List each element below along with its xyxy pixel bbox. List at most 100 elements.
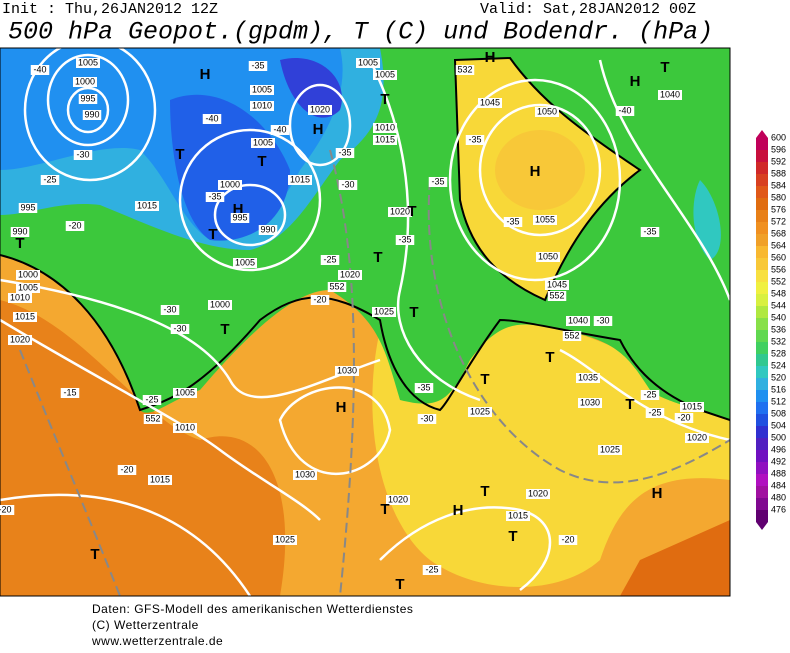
isoline-label: -15	[63, 387, 76, 397]
label-bg	[536, 252, 560, 262]
colorbar-swatch	[756, 486, 768, 498]
label-bg	[685, 433, 709, 443]
colorbar-label: 600	[771, 132, 786, 142]
isoline-label: -35	[251, 60, 264, 70]
pressure-center: T	[90, 546, 99, 563]
colorbar-swatch	[756, 366, 768, 378]
colorbar-label: 568	[771, 228, 786, 238]
valid-time: Valid: Sat,28JAN2012 00Z	[480, 1, 696, 18]
pressure-center: T	[208, 226, 217, 243]
isoline-label: 1010	[375, 122, 395, 132]
colorbar-label: 572	[771, 216, 786, 226]
label-bg	[208, 300, 232, 310]
isoline-label: 995	[20, 202, 35, 212]
colorbar-label: 508	[771, 408, 786, 418]
isoline-label: 552	[549, 290, 564, 300]
isoline-label: -25	[145, 394, 158, 404]
colorbar-swatch	[756, 210, 768, 222]
colorbar-swatch	[756, 282, 768, 294]
isoline-label: -20	[313, 294, 326, 304]
label-bg	[422, 565, 442, 575]
isoline-label: 552	[564, 330, 579, 340]
label-bg	[148, 475, 172, 485]
label-bg	[526, 489, 550, 499]
isoline-label: -35	[506, 216, 519, 226]
label-bg	[338, 180, 358, 190]
pressure-center: H	[652, 485, 663, 502]
pressure-center: H	[313, 121, 324, 138]
label-bg	[320, 255, 340, 265]
isoline-label: -20	[677, 412, 690, 422]
colorbar-label: 540	[771, 312, 786, 322]
isoline-label: 990	[84, 109, 99, 119]
colorbar-label: 528	[771, 348, 786, 358]
isoline-label: -25	[643, 389, 656, 399]
label-bg	[338, 270, 362, 280]
colorbar-swatch	[756, 174, 768, 186]
label-bg	[455, 65, 475, 75]
isoline-label: -20	[561, 534, 574, 544]
pressure-center: H	[200, 66, 211, 83]
isoline-label: 1020	[687, 432, 707, 442]
isoline-label: 1045	[480, 97, 500, 107]
label-bg	[218, 180, 242, 190]
colorbar-swatch	[756, 270, 768, 282]
isoline-label: 532	[457, 64, 472, 74]
colorbar-label: 584	[771, 180, 786, 190]
footer-line: www.wetterzentrale.de	[91, 634, 223, 648]
isoline-label: 1040	[568, 315, 588, 325]
isoline-label: 1030	[580, 397, 600, 407]
isoline-label: 1030	[295, 469, 315, 479]
label-bg	[288, 175, 312, 185]
colorbar-swatch	[756, 150, 768, 162]
colorbar-swatch	[756, 378, 768, 390]
label-bg	[258, 225, 278, 235]
isoline-label: -30	[420, 413, 433, 423]
pressure-center: T	[373, 249, 382, 266]
isoline-label: -35	[398, 234, 411, 244]
label-bg	[173, 423, 197, 433]
isoline-label: -20	[68, 220, 81, 230]
colorbar-label: 516	[771, 384, 786, 394]
label-bg	[428, 177, 448, 187]
label-bg	[13, 312, 37, 322]
colorbar-swatch	[756, 342, 768, 354]
isoline-label: 995	[80, 93, 95, 103]
label-bg	[251, 138, 275, 148]
isoline-label: 1020	[528, 488, 548, 498]
pressure-center: H	[233, 201, 244, 218]
label-bg	[117, 465, 137, 475]
colorbar-swatch	[756, 294, 768, 306]
isoline-label: 1015	[290, 174, 310, 184]
label-bg	[465, 135, 485, 145]
isobars	[0, 48, 730, 596]
isoline-label: -25	[43, 174, 56, 184]
colorbar-label: 544	[771, 300, 786, 310]
pressure-center: T	[407, 203, 416, 220]
colorbar-label: 588	[771, 168, 786, 178]
colorbar-swatch	[756, 330, 768, 342]
colorbar-label: 504	[771, 420, 786, 430]
label-bg	[566, 316, 590, 326]
isoline-label: 552	[145, 413, 160, 423]
label-bg	[8, 335, 32, 345]
label-bg	[395, 235, 415, 245]
label-bg	[640, 227, 660, 237]
isoline-label: -40	[273, 124, 286, 134]
isoline-label: -20	[120, 464, 133, 474]
colorbar-label: 532	[771, 336, 786, 346]
label-bg	[545, 280, 569, 290]
label-bg	[273, 535, 297, 545]
colorbar-swatch	[756, 354, 768, 366]
isoline-label: 1045	[547, 279, 567, 289]
label-bg	[558, 535, 578, 545]
colorbar-label: 580	[771, 192, 786, 202]
footer-line: (C) Wetterzentrale	[92, 618, 199, 632]
label-bg	[388, 207, 412, 217]
isoline-label: 1015	[375, 134, 395, 144]
pressure-center: T	[625, 396, 634, 413]
label-bg	[356, 58, 380, 68]
label-bg	[308, 105, 332, 115]
label-bg	[576, 373, 600, 383]
label-bg	[674, 413, 694, 423]
